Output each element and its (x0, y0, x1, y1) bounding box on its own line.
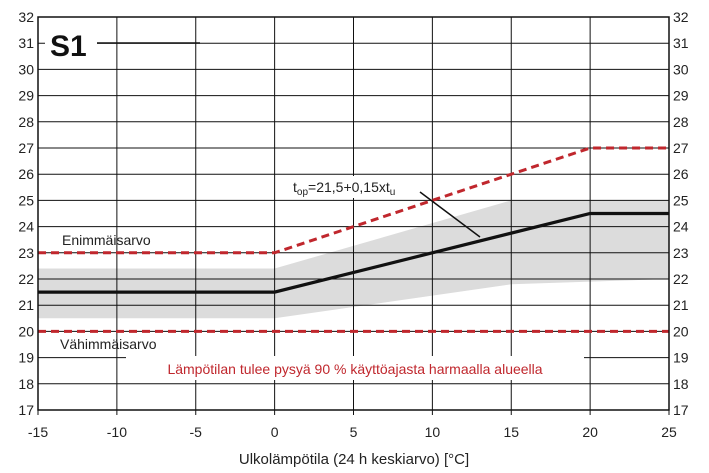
y-tick-label-left: 17 (18, 402, 34, 418)
x-axis-title: Ulkolämpötila (24 h keskiarvo) [°C] (239, 451, 469, 468)
formula-body: =21,5+0,15xt (308, 179, 390, 195)
y-tick-label-right: 22 (673, 271, 689, 287)
badge-mask (45, 28, 97, 62)
x-tick-label: 10 (425, 424, 441, 440)
y-tick-label-right: 21 (673, 297, 689, 313)
y-tick-label-right: 31 (673, 35, 689, 51)
y-tick-label-right: 17 (673, 402, 689, 418)
y-tick-label-left: 29 (18, 88, 34, 104)
y-tick-label-left: 25 (18, 192, 34, 208)
max-label: Enimmäisarvo (62, 232, 151, 248)
frame-layer (37, 16, 670, 415)
x-tick-label: 0 (271, 424, 279, 440)
y-tick-label-right: 24 (673, 219, 689, 235)
y-tick-label-left: 18 (18, 376, 34, 392)
y-tick-label-left: 26 (18, 166, 34, 182)
note-mask (126, 356, 584, 380)
y-tick-label-right: 29 (673, 88, 689, 104)
y-tick-label-left: 19 (18, 350, 34, 366)
y-tick-label-left: 30 (18, 61, 34, 77)
y-tick-label-left: 23 (18, 245, 34, 261)
x-tick-label: 20 (582, 424, 598, 440)
tick-label-layer: -15 -10 -5 0 5 10 15 20 25 17 17 18 18 19 19 20 20 21 21 22… (18, 9, 688, 440)
y-tick-label-right: 19 (673, 350, 689, 366)
x-tick-label: -15 (28, 424, 48, 440)
series-t-op (38, 211, 669, 294)
x-tick-label: 5 (350, 424, 358, 440)
series-enimm-isarvo (38, 146, 669, 255)
y-tick-label-right: 26 (673, 166, 689, 182)
y-tick-label-left: 27 (18, 140, 34, 156)
y-tick-label-right: 18 (673, 376, 689, 392)
formula-sub-u: u (390, 187, 396, 198)
series-layer (38, 146, 669, 333)
y-tick-label-left: 20 (18, 323, 34, 339)
formula-mask (290, 176, 414, 198)
formula-label: top=21,5+0,15xtu (293, 179, 395, 198)
y-tick-label-left: 31 (18, 35, 34, 51)
y-tick-label-right: 32 (673, 9, 689, 25)
y-tick-label-right: 30 (673, 61, 689, 77)
y-tick-label-left: 28 (18, 114, 34, 130)
y-tick-label-left: 32 (18, 9, 34, 25)
min-label: Vähimmäisarvo (60, 336, 157, 352)
x-tick-label: 25 (661, 424, 677, 440)
x-tick-label: 15 (503, 424, 519, 440)
formula-sub-op: op (297, 187, 309, 198)
y-tick-label-left: 24 (18, 219, 34, 235)
formula-leader-line (419, 191, 481, 238)
x-tick-label: -10 (107, 424, 127, 440)
y-tick-label-right: 27 (673, 140, 689, 156)
formula-t: t (293, 179, 297, 195)
y-tick-label-right: 23 (673, 245, 689, 261)
x-tick-label: -5 (190, 424, 203, 440)
y-tick-label-left: 22 (18, 271, 34, 287)
badge-label: S1 (50, 30, 87, 63)
note-label: Lämpötilan tulee pysyä 90 % käyttöajasta… (167, 361, 542, 377)
y-tick-label-left: 21 (18, 297, 34, 313)
y-tick-label-right: 20 (673, 323, 689, 339)
y-tick-label-right: 25 (673, 192, 689, 208)
y-tick-label-right: 28 (673, 114, 689, 130)
